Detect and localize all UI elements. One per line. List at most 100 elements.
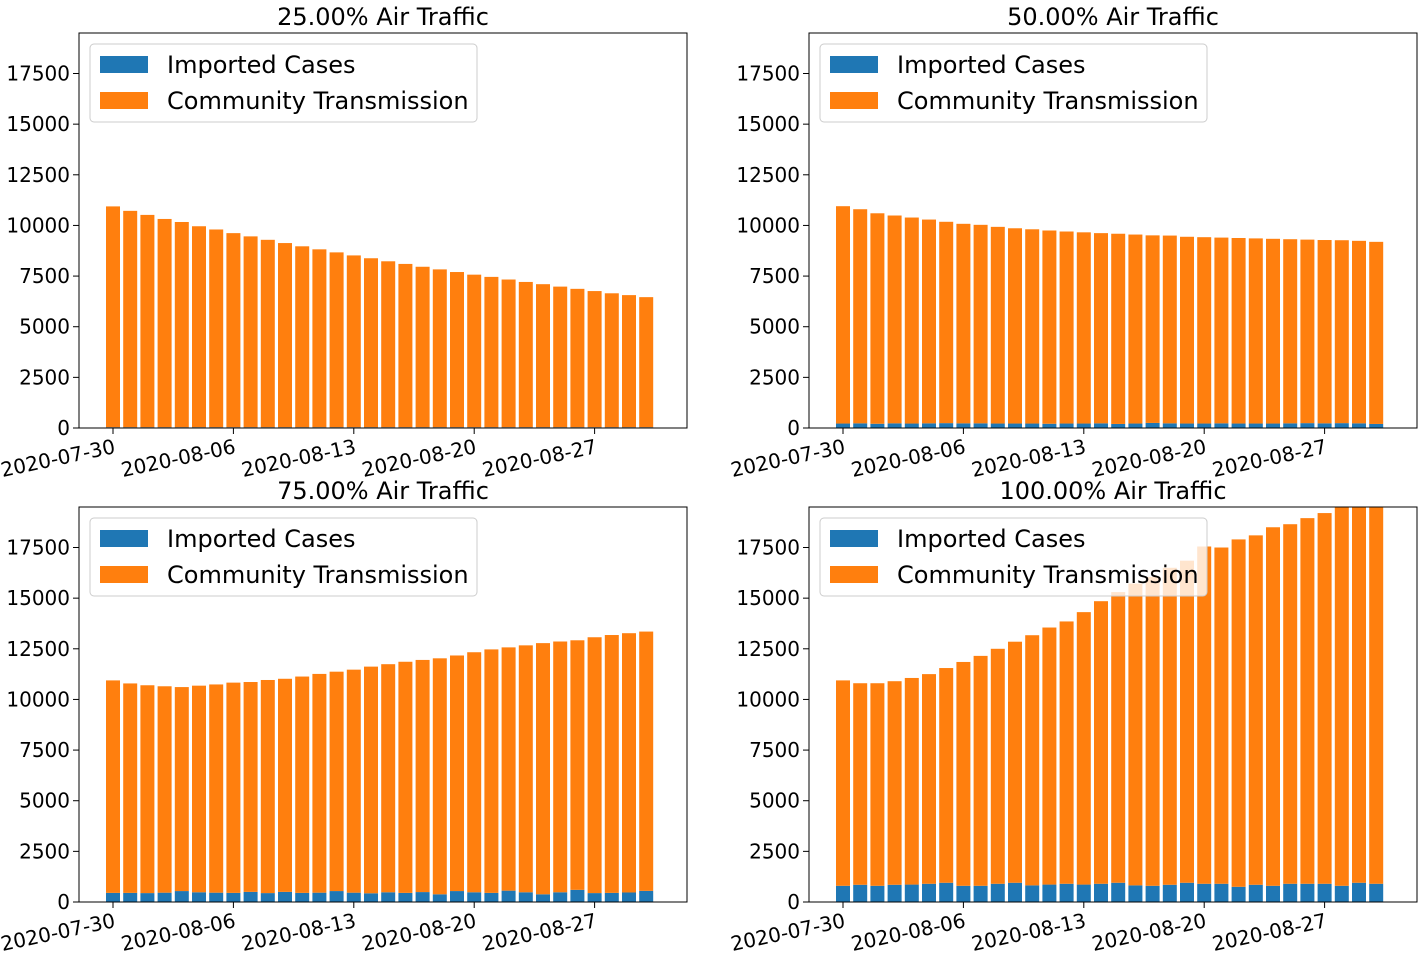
chart-panel-2: 0 2500 5000 7500 10000 12500 15000 17500 2020-07… — [729, 3, 1418, 482]
y-tick-label: 15000 — [736, 112, 800, 136]
bar-imported — [587, 893, 602, 902]
bar-community — [278, 243, 292, 428]
bar-community — [243, 682, 258, 892]
y-tick-label: 5000 — [749, 789, 800, 813]
bar-community — [415, 266, 430, 428]
bar-community — [1180, 236, 1194, 424]
bar-community — [1162, 235, 1177, 424]
bar-imported — [922, 423, 936, 428]
y-tick-label: 10000 — [736, 213, 800, 237]
bar-community — [140, 214, 155, 428]
bar-imported — [501, 890, 516, 902]
bar-community — [1008, 641, 1022, 883]
bar-imported — [870, 885, 885, 902]
bar-imported — [381, 892, 396, 902]
x-tick-label: 2020-08-20 — [360, 908, 479, 955]
bar-community — [174, 687, 189, 892]
x-tick-label: 2020-08-06 — [119, 908, 238, 955]
bar-community — [415, 659, 430, 893]
bar-community — [123, 683, 138, 893]
axes-frame — [808, 506, 1418, 903]
bars — [106, 206, 654, 428]
bar-imported — [1008, 423, 1022, 428]
bar-imported — [1111, 882, 1126, 902]
bar-community — [1059, 231, 1074, 424]
bar-imported — [415, 892, 430, 902]
y-tick-label: 0 — [787, 890, 800, 914]
bar-community — [1317, 513, 1332, 884]
bar-imported — [939, 423, 954, 428]
bar-community — [1042, 627, 1057, 885]
bar-community — [432, 269, 447, 428]
bar-community — [501, 279, 516, 428]
bar-imported — [956, 885, 971, 902]
bar-imported — [1369, 883, 1384, 902]
y-tick-label: 5000 — [749, 315, 800, 339]
bar-imported — [1248, 423, 1263, 428]
bar-community — [106, 680, 120, 893]
bar-imported — [1162, 423, 1177, 428]
bar-community — [536, 284, 550, 428]
x-tick-label: 2020-08-06 — [119, 434, 238, 482]
bar-community — [922, 219, 936, 424]
bar-community — [467, 274, 482, 428]
legend-swatch-imported — [100, 56, 148, 73]
bar-community — [192, 685, 206, 893]
bar-community — [887, 215, 902, 424]
bar-community — [956, 661, 971, 886]
legend-swatch-community — [830, 566, 878, 583]
bar-imported — [1128, 885, 1143, 902]
bar-community — [484, 649, 499, 893]
bar-imported — [1283, 423, 1298, 428]
bar-imported — [853, 423, 868, 428]
bar-community — [1334, 240, 1349, 424]
bar-community — [1180, 560, 1194, 883]
bar-imported — [1145, 885, 1160, 902]
bar-imported — [622, 892, 636, 902]
bar-imported — [1145, 422, 1160, 428]
bar-community — [1300, 518, 1315, 884]
bar-community — [312, 249, 327, 428]
bar-imported — [939, 882, 954, 902]
legend-swatch-community — [100, 566, 148, 583]
y-tick-label: 17500 — [6, 536, 70, 560]
bar-community — [622, 295, 636, 428]
bar-imported — [990, 423, 1005, 428]
bar-imported — [956, 423, 971, 428]
bar-community — [518, 281, 533, 428]
bar-community — [639, 297, 654, 428]
bar-imported — [123, 892, 138, 902]
bar-community — [1197, 237, 1212, 424]
bar-community — [1025, 229, 1040, 424]
bar-community — [1025, 635, 1040, 886]
bar-imported — [432, 894, 447, 902]
bar-community — [853, 209, 868, 424]
bar-imported — [570, 889, 585, 902]
bar-community — [1145, 235, 1160, 423]
bar-imported — [836, 885, 850, 902]
bar-imported — [329, 891, 344, 902]
bar-community — [836, 206, 850, 424]
bar-community — [587, 291, 602, 428]
bar-community — [1128, 583, 1143, 886]
bar-imported — [157, 892, 172, 902]
bar-community — [604, 293, 619, 428]
bars — [106, 631, 654, 902]
bar-imported — [1248, 884, 1263, 902]
x-tick-label: 2020-08-20 — [1090, 908, 1209, 955]
bar-community — [1214, 237, 1229, 424]
y-tick-label: 2500 — [19, 839, 70, 863]
y-tick-label: 12500 — [736, 637, 800, 661]
bar-community — [1162, 567, 1177, 885]
bar-community — [329, 671, 344, 892]
bar-imported — [1317, 423, 1332, 428]
bar-community — [1317, 240, 1332, 424]
bar-imported — [1300, 423, 1315, 428]
bar-imported — [973, 885, 988, 902]
bar-community — [174, 221, 189, 428]
legend-label-imported: Imported Cases — [167, 51, 356, 79]
x-tick-label: 2020-08-27 — [1210, 908, 1329, 955]
bar-community — [1231, 539, 1246, 887]
bar-imported — [887, 423, 902, 428]
legend-box — [89, 517, 478, 597]
